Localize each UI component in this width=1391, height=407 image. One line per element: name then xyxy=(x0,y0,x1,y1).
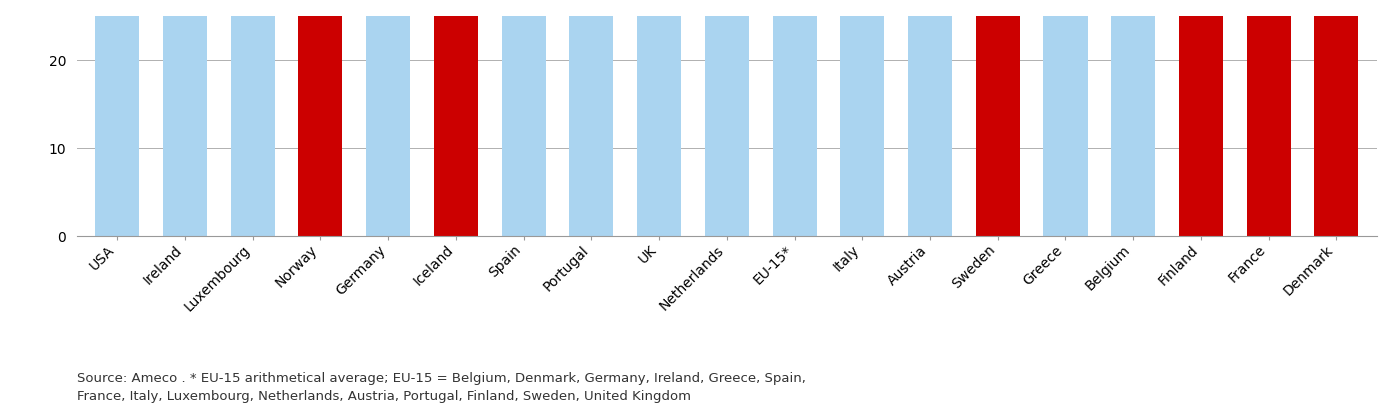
Bar xyxy=(1246,16,1291,236)
Bar xyxy=(95,16,139,236)
Bar xyxy=(434,16,479,236)
Bar xyxy=(975,16,1020,236)
Bar xyxy=(705,16,748,236)
Bar xyxy=(1043,16,1088,236)
Bar xyxy=(1314,16,1359,236)
Bar xyxy=(298,16,342,236)
Bar xyxy=(231,16,274,236)
Bar xyxy=(366,16,410,236)
Bar xyxy=(569,16,613,236)
Bar xyxy=(1111,16,1156,236)
Bar xyxy=(637,16,682,236)
Bar xyxy=(502,16,545,236)
Text: Source: Ameco . * EU-15 arithmetical average; EU-15 = Belgium, Denmark, Germany,: Source: Ameco . * EU-15 arithmetical ave… xyxy=(77,372,805,403)
Bar xyxy=(163,16,207,236)
Bar xyxy=(840,16,885,236)
Bar xyxy=(772,16,817,236)
Bar xyxy=(1180,16,1223,236)
Bar xyxy=(908,16,951,236)
